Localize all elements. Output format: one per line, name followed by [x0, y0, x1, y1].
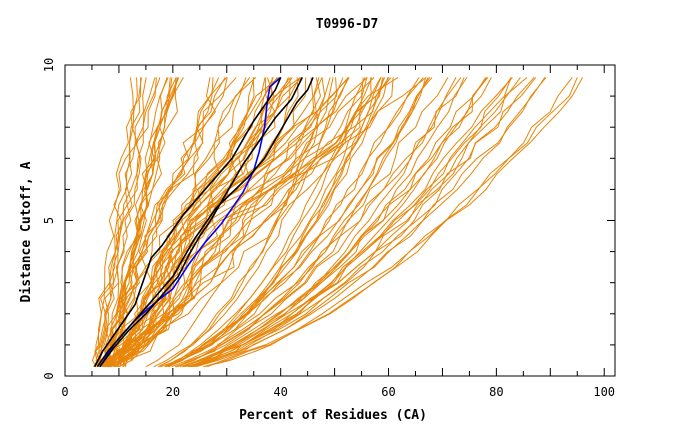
series-line-black-1 [93, 77, 282, 368]
lines-layer [91, 76, 584, 368]
model-curve [115, 77, 338, 368]
model-curve [115, 77, 368, 367]
model-curve [189, 77, 513, 368]
model-curve [98, 77, 157, 367]
model-curve [117, 77, 386, 368]
model-curve [101, 77, 228, 368]
model-curve [187, 77, 528, 368]
model-curve [183, 77, 488, 368]
model-curve [168, 77, 429, 368]
x-tick-label: 20 [166, 385, 180, 399]
series-line-blue-0 [99, 76, 282, 368]
model-curve [164, 77, 373, 368]
x-axis-label: Percent of Residues (CA) [239, 408, 427, 423]
y-tick-label: 0 [42, 372, 56, 379]
model-curve [115, 77, 280, 367]
model-curve [187, 77, 512, 368]
model-curve [182, 77, 487, 368]
model-curve [168, 77, 383, 368]
model-curve [104, 77, 228, 367]
model-curve [106, 77, 372, 368]
model-curves [91, 76, 584, 368]
model-curve [157, 77, 344, 368]
model-curve [153, 77, 331, 368]
x-tick-label: 100 [593, 385, 615, 399]
model-curve [93, 77, 142, 367]
model-curve [203, 77, 584, 368]
model-curve [102, 77, 255, 368]
model-curve [183, 77, 457, 368]
model-curve [94, 77, 138, 367]
model-curve [95, 77, 142, 367]
x-tick-label: 40 [273, 385, 287, 399]
x-tick-label: 80 [489, 385, 503, 399]
model-curve [174, 77, 427, 368]
model-curve [160, 77, 366, 368]
x-tick-label: 0 [61, 385, 68, 399]
y-axis-label: Distance Cutoff, A [19, 161, 34, 302]
model-curve [98, 77, 214, 368]
model-curve [193, 77, 535, 368]
model-curve [91, 77, 134, 367]
model-curve [118, 77, 392, 368]
model-curve [145, 77, 301, 368]
model-curve [103, 77, 169, 367]
model-curve [193, 77, 547, 368]
model-curve [99, 77, 161, 367]
model-curve [167, 77, 382, 368]
model-curve [95, 77, 156, 367]
model-curve [158, 77, 334, 368]
model-curve [207, 77, 573, 368]
axes: 0 20 40 60 80 100 0 5 10 [42, 58, 616, 399]
model-curve [122, 77, 375, 367]
x-tick-label: 60 [381, 385, 395, 399]
model-curve [164, 77, 389, 368]
model-curve [110, 77, 349, 368]
model-curve [116, 77, 274, 368]
model-curve [122, 77, 350, 367]
model-curve [182, 77, 468, 368]
series-line-black-3 [96, 77, 314, 368]
model-curve [109, 77, 251, 368]
model-curve [119, 77, 303, 367]
model-curve [160, 77, 424, 368]
y-tick-label: 10 [42, 58, 56, 72]
model-curve [184, 77, 489, 368]
model-curve [122, 77, 350, 367]
series-line-black-2 [99, 77, 304, 368]
model-curve [114, 77, 289, 368]
y-tick-label: 5 [42, 217, 56, 224]
model-curve [191, 77, 537, 368]
chart-title: T0996-D7 [316, 17, 379, 32]
